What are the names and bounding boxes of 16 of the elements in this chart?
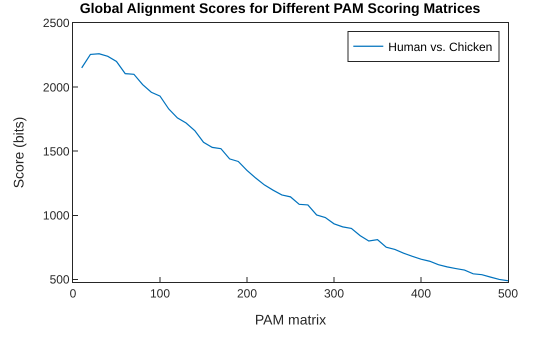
x-tick-label: 0: [70, 286, 77, 300]
x-axis-title: PAM matrix: [254, 312, 326, 328]
line-series: [81, 53, 508, 282]
legend-label: Human vs. Chicken: [388, 40, 492, 54]
x-tick-label: 300: [324, 286, 344, 300]
x-tick-label: 100: [150, 286, 170, 300]
y-tick-label: 2500: [42, 16, 70, 30]
y-tick-label: 500: [50, 272, 70, 287]
x-tick-label: 500: [498, 286, 518, 300]
y-tick-label: 1500: [42, 144, 70, 158]
y-tick-label: 1000: [42, 208, 70, 223]
y-axis-title: Score (bits): [10, 116, 26, 188]
x-tick-label: 200: [236, 286, 258, 300]
y-tick-label: 2000: [42, 80, 70, 94]
chart-title: Global Alignment Scores for Different PAM Scoring Matrices: [80, 0, 481, 16]
x-tick-label: 400: [410, 286, 432, 300]
